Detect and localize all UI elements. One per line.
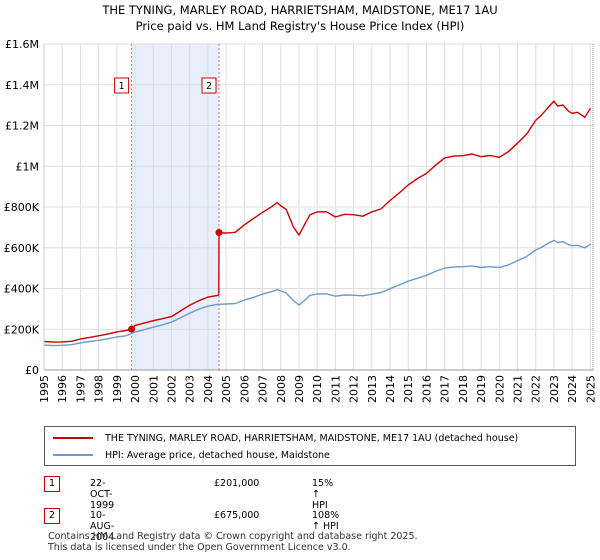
price-chart: £0 £200K £400K £600K £800K £1M £1.2M £1.4M £1.6M… (4, 38, 598, 403)
x-tick-label: 2012 (348, 375, 361, 403)
x-tick-label: 2023 (548, 375, 561, 403)
legend-label-hpi: HPI: Average price, detached house, Maid… (105, 449, 330, 461)
x-tick-label: 2016 (420, 375, 433, 403)
x-tick-label: 1997 (74, 375, 87, 403)
x-tick-label: 1996 (56, 375, 69, 403)
y-tick-label: £1.6M (5, 38, 39, 51)
sale-marker-box (114, 77, 130, 94)
x-tick-label: 2018 (457, 375, 470, 403)
x-tick-label: 2019 (475, 375, 488, 403)
x-tick-label: 2025 (584, 375, 597, 403)
y-tick-label: £800K (4, 201, 40, 214)
x-tick-label: 2024 (566, 375, 579, 403)
footer-line-1: Contains HM Land Registry data © Crown c… (48, 531, 418, 542)
x-tick-label: 2002 (165, 375, 178, 403)
y-tick-label: £1M (16, 160, 40, 173)
y-tick-label: £600K (4, 242, 40, 255)
legend-item-hpi: HPI: Average price, detached house, Maid… (53, 447, 330, 463)
legend-label-property: THE TYNING, MARLEY ROAD, HARRIETSHAM, MA… (105, 432, 519, 444)
x-tick-label: 2007 (257, 375, 270, 403)
sale-marker-box (201, 77, 217, 94)
series-line-property (43, 100, 591, 343)
y-tick-label: £1.2M (5, 120, 39, 133)
x-tick-label: 2005 (220, 375, 233, 403)
x-tick-label: 1999 (111, 375, 124, 403)
x-tick-label: 2014 (384, 375, 397, 403)
legend-swatch-hpi (53, 454, 93, 456)
x-tick-label: 2010 (311, 375, 324, 403)
sale-point (215, 228, 223, 236)
x-tick-label: 2006 (238, 375, 251, 403)
x-tick-label: 1998 (93, 375, 106, 403)
footer-line-2: This data is licensed under the Open Gov… (48, 542, 351, 553)
x-tick-label: 2001 (147, 375, 160, 403)
sale-marker-badge: 1 (44, 476, 60, 492)
x-tick-label: 2020 (493, 375, 506, 403)
y-tick-label: £400K (4, 283, 40, 296)
sale-point (128, 325, 136, 333)
sale-date: 22-OCT-1999 (90, 478, 115, 511)
x-tick-label: 1995 (38, 375, 51, 403)
legend-item-property: THE TYNING, MARLEY ROAD, HARRIETSHAM, MA… (53, 430, 518, 446)
footer-attribution: Contains HM Land Registry data © Crown c… (48, 531, 418, 553)
chart-subtitle: Price paid vs. HM Land Registry's House … (135, 19, 465, 33)
x-tick-label: 2004 (202, 375, 215, 403)
x-tick-label: 2013 (366, 375, 379, 403)
legend-swatch-property (53, 437, 93, 439)
sale-date: 10-AUG-2004 (90, 510, 115, 543)
x-tick-label: 2011 (329, 375, 342, 403)
legend: THE TYNING, MARLEY ROAD, HARRIETSHAM, MA… (44, 426, 576, 466)
y-tick-label: £0 (25, 364, 39, 377)
sale-price: £675,000 (214, 510, 260, 521)
sale-hpi-change: 15% ↑ HPI (312, 478, 334, 511)
sale-hpi-change: 108% ↑ HPI (312, 510, 340, 532)
x-tick-label: 2021 (512, 375, 525, 403)
sale-marker-label: 2 (206, 81, 212, 92)
x-tick-label: 2003 (184, 375, 197, 403)
y-tick-label: £200K (4, 323, 40, 336)
sale-marker-label: 1 (119, 81, 125, 92)
x-tick-label: 2009 (293, 375, 306, 403)
series-line-hpi (43, 239, 591, 347)
x-tick-label: 2008 (275, 375, 288, 403)
x-tick-label: 2022 (530, 375, 543, 403)
x-tick-label: 2017 (439, 375, 452, 403)
sale-price: £201,000 (214, 478, 260, 489)
y-tick-label: £1.4M (5, 79, 39, 92)
chart-title: THE TYNING, MARLEY ROAD, HARRIETSHAM, MA… (102, 3, 498, 17)
x-tick-label: 2000 (129, 375, 142, 403)
sale-marker-badge: 2 (44, 508, 60, 524)
x-tick-label: 2015 (402, 375, 415, 403)
